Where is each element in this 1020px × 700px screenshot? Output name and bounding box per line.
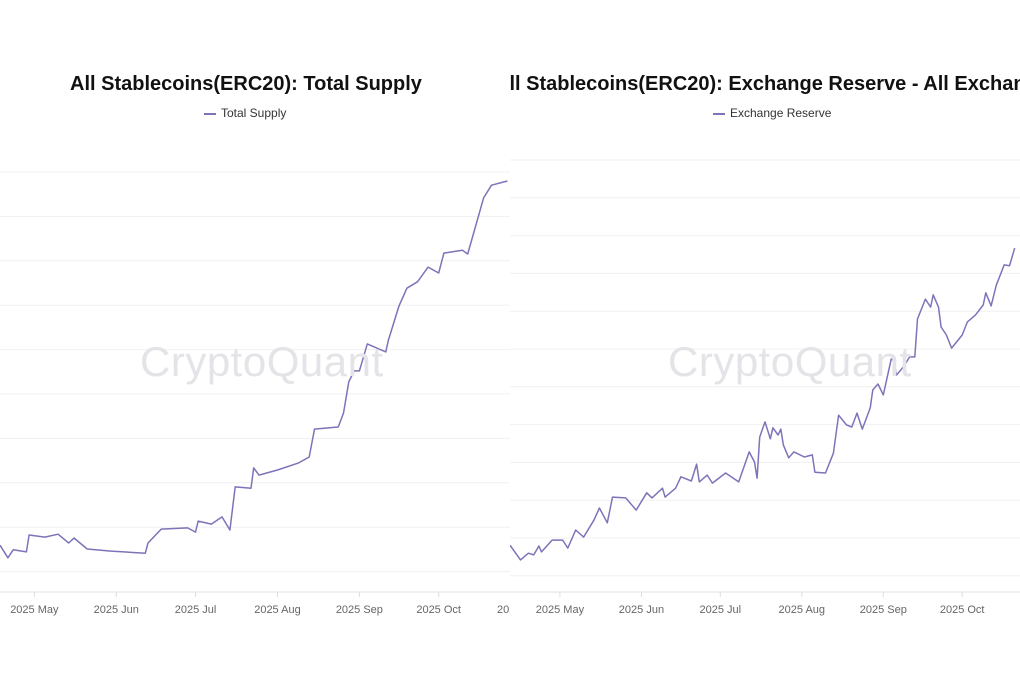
x-tick-label: 2025 Jul	[700, 604, 742, 616]
x-tick-label: 2025 May	[536, 604, 585, 616]
x-tick-label: 2025 Oct	[416, 604, 461, 616]
x-tick-label: 2025 Jun	[619, 604, 664, 616]
x-tick-label: 2025 Aug	[779, 604, 826, 616]
legend-item-total-supply[interactable]: Total Supply	[204, 106, 286, 120]
watermark: CryptoQuant	[668, 338, 912, 385]
x-tick-label: 2025 Jul	[175, 604, 217, 616]
x-tick-label: 2025 Sep	[860, 604, 907, 616]
x-tick-label: 2025 Sep	[336, 604, 383, 616]
exchange-reserve-chart: 2025 May 2025 Jun 2025 Jul 2025 Aug 2025 Sep…	[510, 0, 1020, 700]
legend-label: Exchange Reserve	[730, 106, 832, 120]
series-line-total-supply[interactable]	[0, 180, 508, 559]
chart-title: All Stablecoins(ERC20): Exchange Reserve…	[510, 73, 1020, 95]
legend-swatch	[713, 113, 725, 115]
x-tick-label: 2025 Aug	[254, 604, 301, 616]
legend-item-exchange-reserve[interactable]: Exchange Reserve	[713, 106, 831, 120]
x-tick-label: 2025 May	[10, 604, 59, 616]
x-tick-label: 2025 Nov	[497, 604, 510, 616]
watermark: CryptoQuant	[140, 338, 384, 385]
x-tick-label: 2025 Oct	[940, 604, 985, 616]
legend-label: Total Supply	[221, 106, 287, 120]
total-supply-chart: 2025 May 2025 Jun 2025 Jul 2025 Aug 2025 Sep…	[0, 73, 510, 616]
legend-swatch	[204, 113, 216, 115]
series-line-exchange-reserve[interactable]	[510, 247, 1016, 561]
x-tick-label: 2025 Jun	[94, 604, 139, 616]
total-supply-plot: 2025 May 2025 Jun 2025 Jul 2025 Aug 2025 Sep…	[0, 171, 510, 616]
chart-title: All Stablecoins(ERC20): Total Supply	[70, 73, 422, 95]
exchange-reserve-plot: 2025 May 2025 Jun 2025 Jul 2025 Aug 2025 Sep…	[510, 159, 1020, 616]
